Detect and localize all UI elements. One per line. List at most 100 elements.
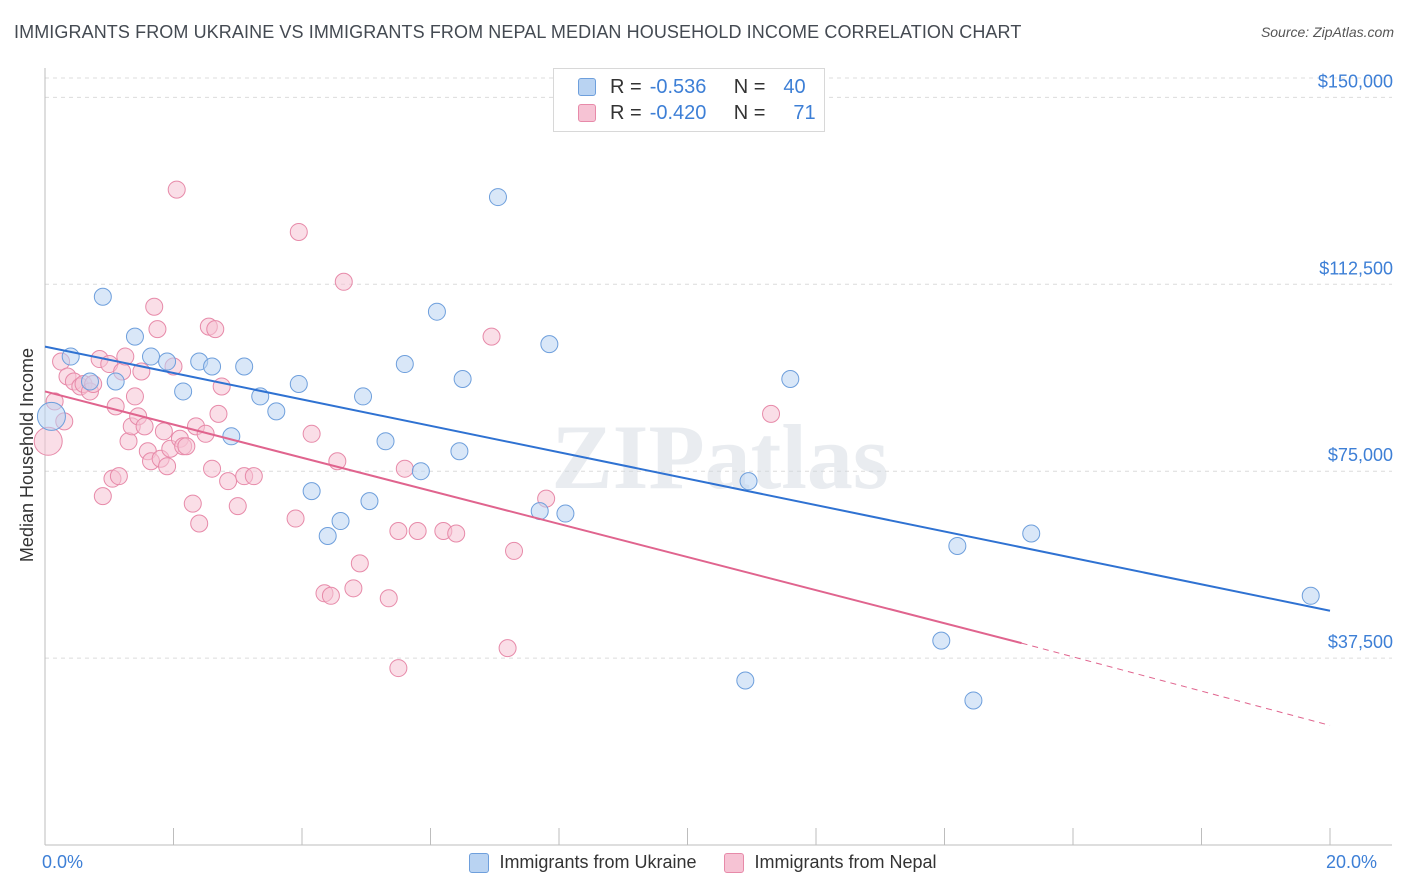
trend-lines (44, 345, 1331, 726)
nepal-point (93, 487, 112, 506)
ukraine-swatch (578, 78, 596, 96)
ukraine-point (948, 536, 967, 555)
ukraine-point (964, 691, 983, 710)
nepal-point (135, 417, 154, 436)
y-axis-label: Median Household Income (17, 348, 37, 562)
nepal-point (209, 404, 228, 423)
legend-label-nepal: Immigrants from Nepal (754, 852, 937, 872)
nepal-swatch (724, 852, 745, 873)
ukraine-point (736, 671, 755, 690)
legend-label-ukraine: Immigrants from Ukraine (499, 852, 697, 872)
ukraine-point (354, 387, 373, 406)
nepal-point (389, 522, 408, 540)
nepal-point (344, 579, 363, 598)
nepal-point (154, 422, 173, 441)
nepal-point (145, 297, 164, 316)
source-label: Source: ZipAtlas.com (1260, 24, 1394, 40)
ukraine-point (556, 504, 575, 523)
legend-n-label: N = (733, 75, 766, 98)
y-tick-label: $112,500 (1319, 258, 1393, 278)
ukraine-point (488, 188, 507, 207)
ukraine-point (453, 369, 472, 388)
nepal-point (203, 459, 222, 478)
ukraine-point (125, 327, 144, 346)
legend-r-label: R = (610, 101, 642, 124)
legend-n-value: 71 (793, 101, 816, 124)
nepal-point (116, 347, 135, 366)
nepal-point (350, 554, 369, 573)
ukraine-point (302, 482, 321, 501)
legend-row-ukraine: R = -0.536 N = 40 (578, 74, 806, 100)
ukraine-point (267, 402, 286, 421)
nepal-trend-line (44, 390, 1022, 645)
nepal-point (408, 522, 427, 540)
ukraine-point (106, 372, 125, 391)
ukraine-point (1301, 586, 1320, 605)
nepal-point (321, 586, 340, 605)
nepal-point (379, 589, 398, 608)
nepal-point (762, 404, 781, 423)
nepal-points (33, 180, 781, 678)
ukraine-point (781, 369, 800, 388)
ukraine-point (427, 302, 446, 321)
nepal-point (482, 327, 501, 346)
legend-n-value: 40 (783, 75, 806, 98)
legend-r-value: -0.420 (649, 101, 707, 124)
ukraine-point (203, 357, 222, 376)
ukraine-point (158, 352, 177, 371)
ukraine-point (80, 372, 99, 391)
nepal-point (302, 424, 321, 443)
ukraine-point (1022, 524, 1041, 543)
ukraine-point (235, 357, 254, 376)
ukraine-point (932, 631, 951, 650)
nepal-point (289, 222, 308, 241)
legend-r-label: R = (610, 75, 642, 98)
nepal-trend-extension (1021, 642, 1331, 726)
watermark: ZIPatlas (551, 406, 888, 508)
nepal-point (334, 272, 353, 291)
ukraine-point (739, 472, 758, 491)
ukraine-point (450, 442, 469, 461)
series-legend: Immigrants from Ukraine Immigrants from … (0, 852, 1406, 873)
ukraine-point (395, 355, 414, 374)
nepal-point (109, 467, 128, 486)
y-tick-label: $75,000 (1328, 445, 1393, 465)
nepal-point (183, 494, 202, 513)
nepal-point (244, 467, 263, 486)
nepal-point (125, 387, 144, 406)
ukraine-swatch (469, 852, 490, 873)
ukraine-point (174, 382, 193, 401)
nepal-point (505, 541, 524, 560)
ukraine-point (93, 287, 112, 306)
x-tick-min: 0.0% (42, 852, 84, 872)
ukraine-point (142, 347, 161, 366)
nepal-point (498, 639, 517, 658)
ukraine-points (36, 188, 1320, 710)
y-tick-labels: $37,500 $75,000 $112,500 $150,000 (1318, 71, 1393, 652)
nepal-point (212, 377, 231, 396)
ukraine-point (331, 512, 350, 531)
ukraine-trend-line (44, 345, 1331, 612)
nepal-point (167, 180, 186, 199)
legend-item-nepal[interactable]: Immigrants from Nepal (724, 852, 937, 873)
axes (44, 68, 1392, 846)
nepal-point (286, 509, 305, 528)
ukraine-point (360, 492, 379, 511)
nepal-point (228, 497, 247, 516)
legend-n-label: N = (733, 101, 766, 124)
ukraine-point (222, 427, 241, 446)
nepal-point (119, 432, 138, 451)
ukraine-point (540, 335, 559, 354)
nepal-point (177, 437, 196, 456)
ukraine-point (376, 432, 395, 451)
ukraine-point (318, 526, 337, 545)
nepal-point (395, 459, 414, 478)
nepal-point (190, 514, 209, 533)
chart-title: IMMIGRANTS FROM UKRAINE VS IMMIGRANTS FR… (14, 22, 1022, 42)
nepal-swatch (578, 104, 596, 122)
nepal-point (106, 397, 125, 416)
nepal-point (158, 457, 177, 476)
ukraine-point (36, 401, 66, 431)
legend-item-ukraine[interactable]: Immigrants from Ukraine (469, 852, 696, 873)
